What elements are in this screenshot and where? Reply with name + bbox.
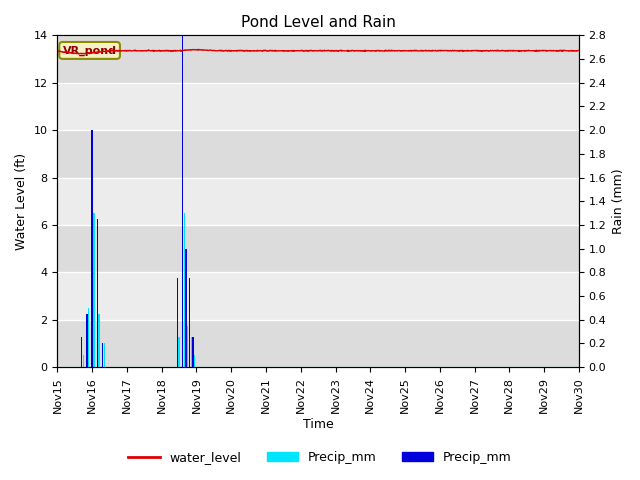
Legend: water_level, Precip_mm, Precip_mm: water_level, Precip_mm, Precip_mm [124, 446, 516, 469]
Bar [182, 36, 183, 367]
Bar [58, 320, 579, 367]
Bar [184, 213, 185, 367]
Bar [92, 130, 93, 367]
Bar [191, 337, 192, 367]
Bar [58, 36, 579, 83]
Bar [177, 278, 178, 367]
Bar [86, 314, 88, 367]
Bar [187, 325, 188, 367]
Y-axis label: Water Level (ft): Water Level (ft) [15, 153, 28, 250]
Bar [99, 314, 100, 367]
Bar [186, 249, 187, 367]
Bar [179, 337, 180, 367]
Bar [58, 130, 579, 178]
Bar [58, 225, 579, 272]
Bar [97, 219, 98, 367]
Text: VR_pond: VR_pond [63, 45, 116, 56]
Bar [81, 337, 83, 367]
Bar [104, 343, 105, 367]
Bar [192, 337, 194, 367]
X-axis label: Time: Time [303, 419, 333, 432]
Bar [88, 308, 90, 367]
Title: Pond Level and Rain: Pond Level and Rain [241, 15, 396, 30]
Bar [189, 278, 190, 367]
Bar [194, 355, 195, 367]
Bar [83, 355, 84, 367]
Bar [93, 213, 95, 367]
Bar [102, 343, 103, 367]
Y-axis label: Rain (mm): Rain (mm) [612, 168, 625, 234]
